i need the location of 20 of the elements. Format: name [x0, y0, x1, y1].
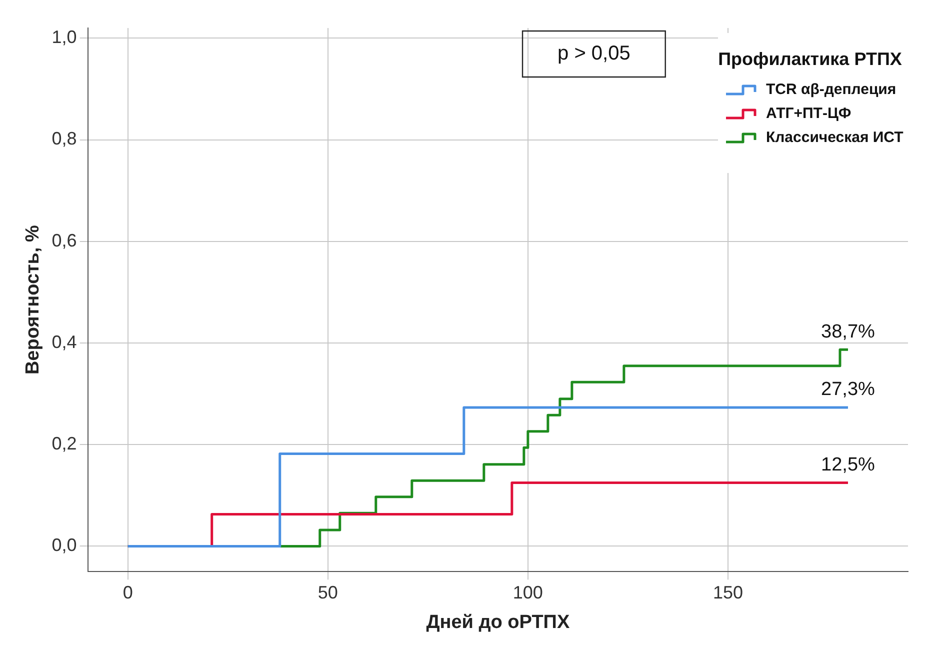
x-tick-label: 150 — [712, 582, 743, 602]
x-tick-label: 100 — [512, 582, 543, 602]
data-label: 27,3% — [821, 379, 876, 400]
annotation: p > 0,05 — [558, 42, 630, 65]
x-axis-title: Дней до оРТПХ — [426, 612, 570, 633]
data-label: 12,5% — [821, 454, 876, 476]
y-tick-label: 0,6 — [52, 230, 77, 250]
y-tick-label: 0,4 — [52, 332, 77, 352]
y-tick-label: 1,0 — [52, 27, 77, 48]
data-label: 38,7% — [821, 321, 876, 342]
y-axis-title: Вероятность, % — [22, 224, 44, 375]
x-tick-label: 0 — [122, 582, 133, 602]
legend-label: TCR αβ-деплеция — [766, 81, 896, 98]
legend-title: Профилактика РТПХ — [718, 48, 902, 69]
legend-label: АТГ+ПТ-ЦФ — [766, 105, 852, 122]
y-tick-label: 0,8 — [52, 128, 77, 149]
x-tick-label: 50 — [318, 582, 338, 602]
legend-label: Классическая ИСТ — [766, 129, 904, 146]
y-tick-label: 0,2 — [52, 434, 77, 454]
y-tick-label: 0,0 — [52, 535, 77, 556]
